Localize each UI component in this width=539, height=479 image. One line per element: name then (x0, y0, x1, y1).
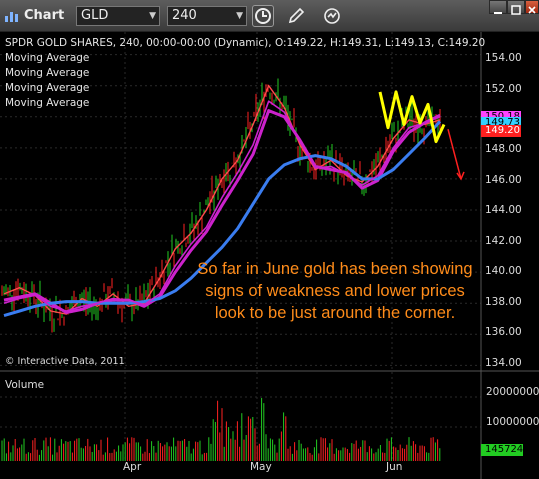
volume-bars (1, 397, 441, 461)
indicator-label[interactable]: Moving Average (5, 82, 90, 94)
y-tick-label: 154.00 (485, 52, 522, 64)
y-tick-label: 144.00 (485, 204, 522, 216)
interval-select[interactable]: 240 ▼ (167, 6, 247, 26)
x-tick-label: Apr (123, 461, 142, 473)
copyright: © Interactive Data, 2011 (5, 356, 125, 367)
chevron-down-icon[interactable]: ▼ (149, 11, 156, 21)
chevron-down-icon[interactable]: ▼ (236, 11, 243, 21)
close-button[interactable] (525, 0, 539, 14)
projection-line (378, 90, 465, 181)
y-tick-label: 148.00 (485, 143, 522, 155)
moving-average-line (3, 85, 441, 315)
projection-zigzag (378, 90, 446, 144)
price-chart[interactable] (0, 32, 539, 479)
indicator-label[interactable]: Moving Average (5, 52, 90, 64)
symbol-value: GLD (81, 8, 109, 23)
y-tick-label: 152.00 (485, 83, 522, 95)
draw-button[interactable] (285, 5, 307, 27)
volume-tick-label: 20000000 (486, 386, 539, 398)
moving-average-line (3, 109, 441, 314)
y-tick-label: 140.00 (485, 265, 522, 277)
minimize-button[interactable] (489, 0, 507, 14)
refresh-button[interactable] (321, 5, 343, 27)
down-arrow-head (456, 171, 465, 181)
moving-average-line (3, 120, 442, 318)
price-tag-last: 149.20 (481, 125, 521, 137)
pencil-icon (288, 7, 305, 24)
chart-grid (0, 32, 481, 461)
y-tick-label: 134.00 (485, 357, 522, 369)
toolbar: Chart GLD ▼ 240 ▼ (0, 0, 539, 32)
indicator-label[interactable]: Moving Average (5, 67, 90, 79)
moving-average-line (3, 100, 441, 312)
x-tick-label: Jun (386, 461, 403, 473)
maximize-icon (511, 5, 521, 15)
x-tick-label: May (250, 461, 272, 473)
y-tick-label: 142.00 (485, 235, 522, 247)
chart-icon (5, 12, 18, 22)
interval-value: 240 (172, 8, 197, 23)
indicator-label[interactable]: Moving Average (5, 97, 90, 109)
y-tick-label: 136.00 (485, 326, 522, 338)
volume-tag: 145724 (481, 444, 523, 456)
y-tick-label: 146.00 (485, 174, 522, 186)
refresh-icon (324, 8, 340, 24)
window-title: Chart (24, 8, 65, 23)
volume-tick-label: 10000000 (486, 416, 539, 428)
annotation-text: So far in June gold has been showing sig… (197, 260, 473, 322)
clock-button[interactable] (252, 5, 274, 27)
maximize-button[interactable] (507, 0, 525, 15)
chart-header: SPDR GOLD SHARES, 240, 00:00-00:00 (Dyna… (5, 37, 486, 49)
moving-average-lines (3, 85, 442, 318)
down-arrow-line (447, 129, 462, 180)
volume-title: Volume (5, 379, 45, 391)
minimize-icon (494, 12, 502, 14)
clock-icon (255, 8, 271, 24)
close-icon (528, 6, 536, 14)
y-tick-label: 138.00 (485, 296, 522, 308)
symbol-select[interactable]: GLD ▼ (76, 6, 160, 26)
